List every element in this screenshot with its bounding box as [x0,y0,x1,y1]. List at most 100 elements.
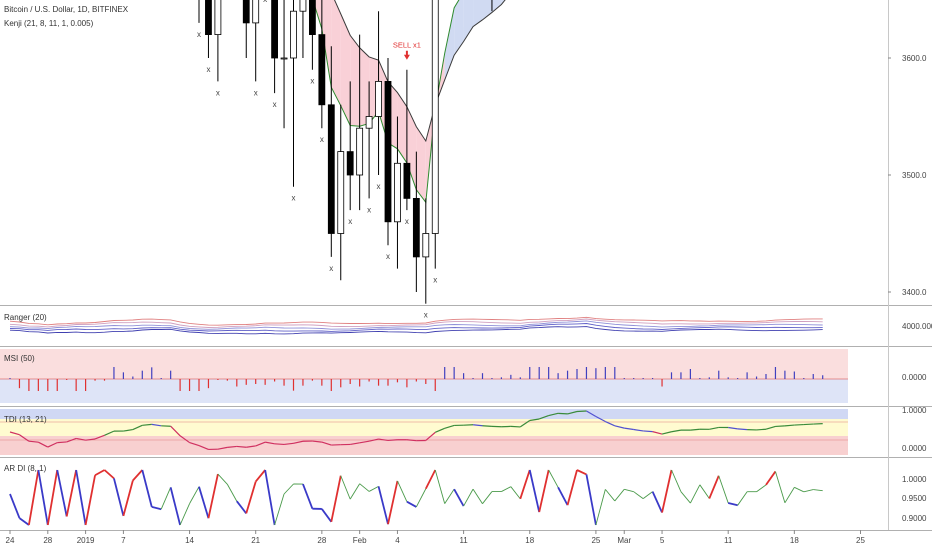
ardi-line [794,486,804,493]
tdi-line [151,423,162,427]
ardi-line [813,489,823,492]
cloud-segment [463,0,474,42]
x-tick-label: 25 [591,536,600,545]
ardi-line [368,485,379,492]
candle-body [242,0,250,24]
ardi-line [9,493,21,519]
ranger-line [9,320,823,330]
tdi-line [690,428,700,431]
candle-body [412,197,420,258]
ardi-line [463,488,474,507]
msi-legend: MSI (50) [4,354,35,363]
tdi-line [605,420,616,427]
indicator-legend: Kenji (21, 8, 11, 1, 0.005) [4,19,94,28]
ardi-line [614,489,625,502]
tdi-line [359,440,370,444]
ardi-line [765,470,777,486]
ardi-line [179,503,190,526]
candle-body [403,162,411,199]
ardi-line [708,475,720,499]
ardi-line [482,491,493,504]
ardi-line [207,473,219,519]
ardi-line [718,475,729,504]
ardi-line [28,469,40,526]
ranger-y-label: 4000.0000 [902,322,932,331]
tdi-line [775,425,785,428]
ardi-line [775,471,786,503]
ardi-line [169,487,181,526]
tdi-line [170,425,181,437]
ardi-line [75,469,87,526]
tdi-line [633,428,644,432]
cloud-segment [491,0,502,13]
ardi-line [283,483,294,495]
x-tick-label: 14 [185,536,194,545]
ardi-line [65,469,78,517]
candle-body [214,0,222,35]
ardi-line [690,484,701,504]
tdi-line [519,420,531,428]
ardi-line [680,491,691,504]
signal-x-mark: x [216,88,220,97]
ardi-line [538,469,550,513]
ardi-line [756,484,767,493]
x-tick-label: 25 [856,536,865,545]
tdi-line [368,438,379,442]
ardi-line [699,484,710,499]
signal-x-mark: x [348,217,352,226]
ardi-line [406,500,417,508]
signal-x-mark: x [197,30,201,39]
cloud-segment [454,0,464,56]
tdi-line [9,431,20,436]
tdi-legend: TDI (13, 21) [4,415,47,424]
ardi-line [245,481,257,514]
tdi-line [132,424,143,431]
ardi-line [226,484,238,502]
tdi-line [586,410,597,418]
ardi-line [576,469,587,476]
candle-body [422,233,430,258]
signal-x-mark: x [254,88,258,97]
tdi-line [198,445,209,450]
ardi-legend: AR DI (8, 1) [4,464,47,473]
ardi-line [255,469,266,483]
ardi-line [737,491,748,506]
signal-x-mark: x [329,264,333,273]
tdi-line [293,440,304,444]
tdi-line [179,435,190,444]
ardi-line [671,469,682,492]
ardi-line [217,473,228,485]
ardi-line [46,469,59,526]
y-tick-label: 3500.0 [902,171,927,180]
ardi-line [424,469,437,490]
tdi-line [406,439,417,442]
tdi-line [387,439,398,442]
ardi-line [151,505,162,511]
tdi-line [765,425,776,430]
ardi-y-label: 0.9000 [902,514,927,523]
x-tick-label: 11 [724,536,733,545]
ardi-line [510,486,521,500]
tdi-line [94,434,105,440]
candle-body [346,151,354,176]
tdi-line [57,441,67,444]
ranger-line [9,323,823,332]
ardi-line [642,491,653,499]
ardi-line [340,475,351,500]
cloud-segment [444,7,455,80]
x-tick-label: 21 [251,536,260,545]
candle-body [271,0,279,59]
tdi-line [709,426,719,430]
candle-body [431,0,439,234]
ardi-line [661,469,673,513]
ardi-line [359,483,370,492]
x-tick-label: 18 [525,536,534,545]
tdi-line [236,445,247,448]
ranger-line [9,316,823,326]
sell-arrow [403,50,410,60]
tdi-band-top [0,409,848,419]
tdi-line [435,427,445,433]
x-tick-label: 18 [790,536,799,545]
tdi-y-label: 1.0000 [902,406,927,415]
